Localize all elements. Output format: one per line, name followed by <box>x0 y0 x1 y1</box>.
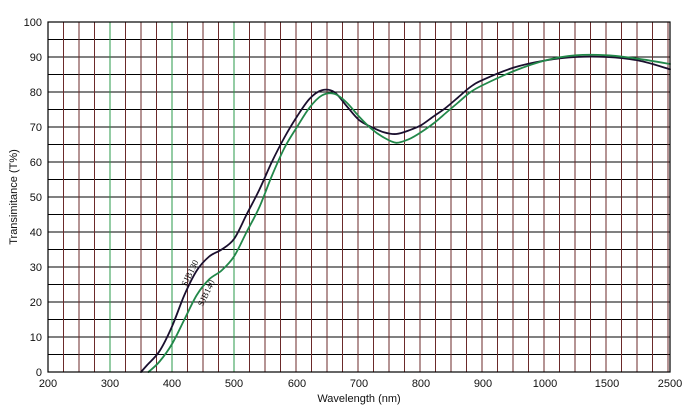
y-tick-label: 100 <box>24 17 42 29</box>
data-point-sjb140 <box>432 122 434 125</box>
data-point-sjb130 <box>420 124 422 126</box>
data-point-sjb140 <box>221 269 223 272</box>
data-point-sjb130 <box>159 350 161 352</box>
data-point-sjb130 <box>370 126 372 128</box>
x-tick-label: 300 <box>101 378 119 390</box>
data-point-sjb140 <box>183 318 185 321</box>
data-point-sjb140 <box>159 360 161 363</box>
x-tick-label: 1000 <box>533 378 557 390</box>
y-tick-label: 80 <box>30 87 42 99</box>
data-point-sjb130 <box>246 213 248 216</box>
data-point-sjb130 <box>196 269 198 272</box>
x-tick-label: 1500 <box>595 378 619 390</box>
data-point-sjb140 <box>383 136 385 139</box>
data-point-sjb140 <box>346 101 348 104</box>
data-point-sjb140 <box>408 138 410 140</box>
data-point-sjb130 <box>457 96 459 98</box>
data-point-sjb140 <box>457 101 459 104</box>
data-point-sjb130 <box>346 105 348 107</box>
data-point-sjb130 <box>445 107 447 109</box>
x-tick-label: 700 <box>350 378 368 390</box>
data-point-sjb130 <box>221 248 223 251</box>
data-point-sjb130 <box>482 79 484 81</box>
y-tick-label: 40 <box>30 227 42 239</box>
data-point-sjb130 <box>308 98 310 100</box>
data-point-sjb130 <box>171 325 173 328</box>
data-point-sjb130 <box>432 115 434 118</box>
data-point-sjb140 <box>544 59 546 62</box>
data-point-sjb140 <box>321 94 323 97</box>
data-point-sjb140 <box>606 54 608 56</box>
data-point-sjb130 <box>183 294 185 296</box>
data-point-sjb140 <box>637 58 640 60</box>
y-tick-label: 10 <box>30 332 42 344</box>
y-tick-label: 0 <box>36 367 42 379</box>
x-tick-label: 900 <box>474 378 492 390</box>
data-point-sjb130 <box>470 86 472 88</box>
x-tick-label: 400 <box>163 378 181 390</box>
x-tick-label: 800 <box>412 378 430 390</box>
data-point-sjb140 <box>296 126 298 128</box>
data-point-sjb140 <box>445 112 447 114</box>
tick-labels: 0 10 20 30 40 50 60 70 80 90 100 200 300 400 500 600 700… <box>24 17 683 390</box>
series-label-sjb130: SJB130 <box>179 258 200 288</box>
data-point-sjb140 <box>208 278 210 280</box>
data-point-sjb130 <box>575 56 577 58</box>
y-tick-label: 60 <box>30 157 42 169</box>
y-tick-label: 70 <box>30 122 42 134</box>
data-point-sjb140 <box>513 70 515 72</box>
data-point-sjb130 <box>271 161 273 163</box>
data-point-sjb130 <box>208 255 210 258</box>
x-tick-label: 500 <box>225 378 243 390</box>
x-axis-title: Wavelength (nm) <box>317 393 400 405</box>
data-point-sjb140 <box>233 255 235 258</box>
data-point-sjb130 <box>321 89 323 91</box>
data-point-sjb130 <box>606 56 608 58</box>
data-point-sjb140 <box>420 131 422 133</box>
data-point-sjb140 <box>196 294 198 296</box>
data-point-sjb140 <box>575 54 577 56</box>
grid <box>48 21 670 373</box>
data-point-sjb140 <box>246 231 248 233</box>
data-point-sjb140 <box>283 147 285 149</box>
data-point-sjb130 <box>233 238 235 240</box>
series-line-sjb140 <box>147 53 671 373</box>
data-point-sjb140 <box>370 128 372 130</box>
data-point-sjb130 <box>333 91 335 93</box>
y-tick-label: 30 <box>30 262 42 274</box>
x-tick-label: 200 <box>39 378 57 390</box>
data-point-sjb130 <box>296 115 298 118</box>
data-point-sjb140 <box>258 206 260 209</box>
data-point-sjb140 <box>470 91 472 93</box>
data-point-sjb140 <box>308 107 310 109</box>
y-tick-label: 90 <box>30 52 42 64</box>
data-point-sjb130 <box>283 136 285 139</box>
data-point-sjb130 <box>513 66 515 69</box>
data-point-sjb140 <box>333 93 335 95</box>
data-point-sjb130 <box>408 129 410 132</box>
data-point-sjb130 <box>146 364 148 366</box>
data-point-sjb130 <box>637 59 640 62</box>
data-point-sjb130 <box>395 133 397 135</box>
y-axis-title: Transimitance (T%) <box>8 149 20 245</box>
series-layer <box>140 53 671 373</box>
data-point-sjb130 <box>383 131 385 133</box>
x-tick-label: 2500 <box>658 378 682 390</box>
plot-frame <box>47 21 671 373</box>
data-point-sjb140 <box>358 115 360 118</box>
x-tick-label: 600 <box>288 378 306 390</box>
y-tick-label: 50 <box>30 192 42 204</box>
data-point-sjb140 <box>271 175 273 177</box>
data-point-sjb130 <box>358 119 360 121</box>
y-tick-label: 20 <box>30 297 42 309</box>
data-point-sjb130 <box>258 189 260 191</box>
data-point-sjb140 <box>171 343 173 345</box>
data-point-sjb140 <box>395 142 397 144</box>
data-point-sjb140 <box>482 84 484 86</box>
